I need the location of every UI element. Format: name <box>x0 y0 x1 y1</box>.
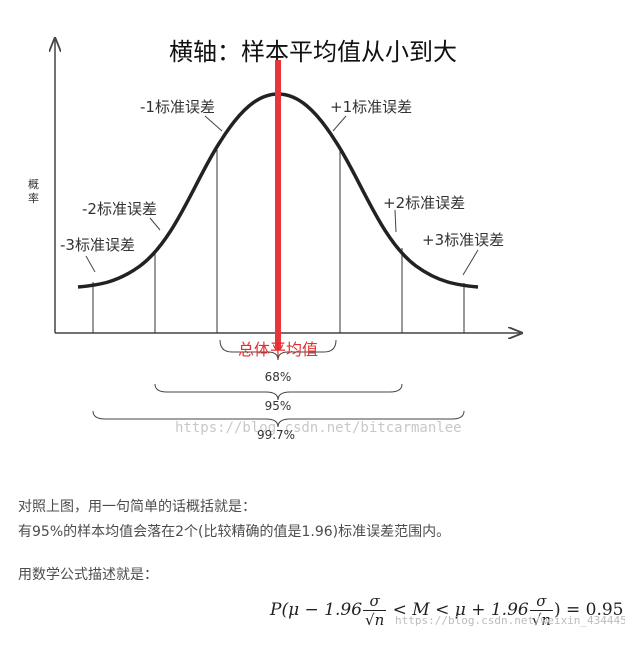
formula-fraction-right: σ √n <box>529 592 553 629</box>
pointer-minus2 <box>149 217 161 231</box>
range-95-label: 95% <box>265 399 292 413</box>
label-minus2-sd: -2标准误差 <box>82 200 157 218</box>
label-plus1-sd: +1标准误差 <box>330 98 412 116</box>
pointer-plus2 <box>394 209 397 233</box>
label-minus3-sd: -3标准误差 <box>60 236 135 254</box>
label-plus3-sd: +3标准误差 <box>422 231 504 249</box>
formula-prefix: P(μ − 1.96 <box>270 600 363 620</box>
brace-68 <box>154 383 403 401</box>
formula-fraction-left: σ √n <box>363 592 387 629</box>
y-axis-label-char-2: 率 <box>28 191 39 205</box>
pointer-minus3 <box>85 255 96 273</box>
diagram-watermark: https://blog.csdn.net/bitcarmanlee <box>175 420 462 436</box>
normal-distribution-diagram: https://blog.csdn.net/bitcarmanlee -1标准误… <box>28 0 625 442</box>
pointer-plus1 <box>332 115 347 132</box>
label-plus2-sd: +2标准误差 <box>383 194 465 212</box>
mean-label: 总体平均值 <box>238 340 318 359</box>
pointer-plus3 <box>462 249 479 276</box>
brace-95 <box>92 410 465 428</box>
confidence-formula: P(μ − 1.96 σ √n < M < μ + 1.96 σ √n) = 0.95 <box>270 592 623 629</box>
formula-suffix: ) = 0.95 <box>553 600 624 620</box>
range-68-label: 68% <box>265 370 292 384</box>
summary-line-1: 对照上图，用一句简单的话概括就是： <box>18 499 256 515</box>
summary-line-2: 有95%的样本均值会落在2个(比较精确的值是1.96)标准误差范围内。 <box>18 524 451 540</box>
bottom-watermark: https://blog.csdn.net/weixin_43444514 <box>395 614 625 627</box>
formula-intro: 用数学公式描述就是： <box>18 567 158 583</box>
pointer-minus1 <box>204 115 223 132</box>
y-axis-label-char-1: 概 <box>28 178 39 191</box>
label-minus1-sd: -1标准误差 <box>140 98 215 116</box>
range-997-label: 99.7% <box>257 428 295 442</box>
mean-bracket <box>219 339 337 361</box>
formula-middle: < M < μ + 1.96 <box>387 600 529 620</box>
diagram-title: 横轴：样本平均值从小到大 <box>169 38 457 66</box>
